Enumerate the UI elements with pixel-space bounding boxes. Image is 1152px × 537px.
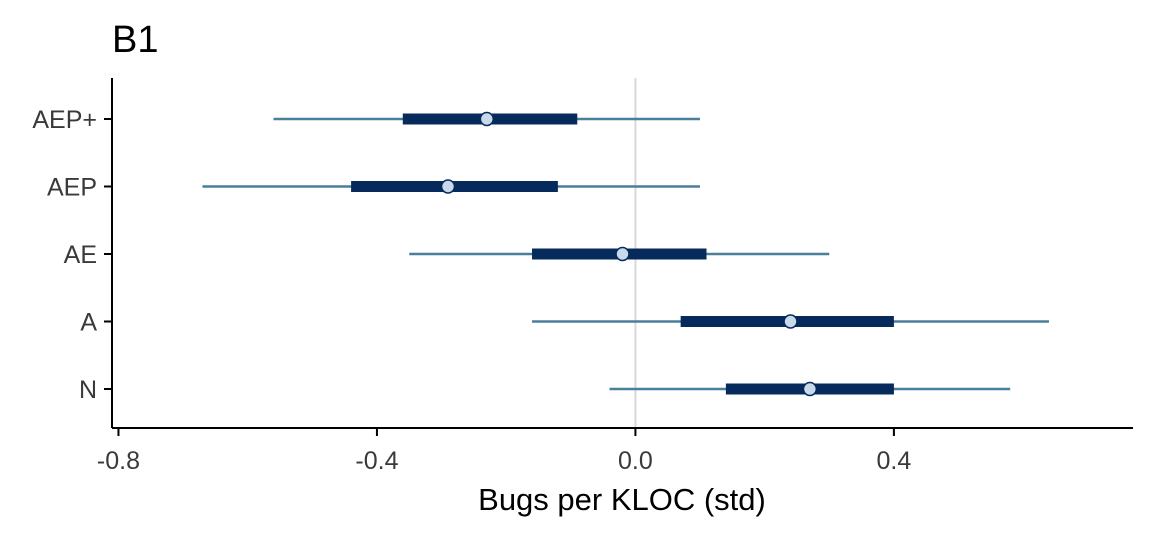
y-tick-label: N <box>79 376 97 404</box>
y-tick-label: AE <box>64 241 97 269</box>
interval-row-n <box>609 381 1011 397</box>
point-estimate <box>783 314 798 329</box>
y-tick-label: AEP <box>47 174 97 202</box>
x-tick-label: 0.4 <box>877 447 912 475</box>
point-estimate <box>615 246 630 262</box>
x-axis-title: Bugs per KLOC (std) <box>478 482 766 517</box>
x-tick-label: -0.4 <box>355 447 398 475</box>
point-estimate <box>802 381 818 397</box>
interval-row-a <box>532 314 1049 329</box>
plot-area <box>202 78 1049 428</box>
point-estimate <box>479 111 495 127</box>
x-tick-label: 0.0 <box>618 447 653 475</box>
point-estimate <box>440 179 456 194</box>
interval-row-ae <box>409 246 830 262</box>
chart-title: B1 <box>112 19 158 61</box>
y-tick-label: A <box>80 309 97 337</box>
interval-row-aep-plus <box>273 111 701 127</box>
x-axis-ticks: -0.8 -0.4 0.0 0.4 <box>97 428 911 475</box>
y-axis-ticks: AEP+ AEP AE A N <box>32 106 112 404</box>
x-tick-label: -0.8 <box>97 447 140 475</box>
interval-row-aep <box>202 179 701 194</box>
y-tick-label: AEP+ <box>32 106 97 134</box>
